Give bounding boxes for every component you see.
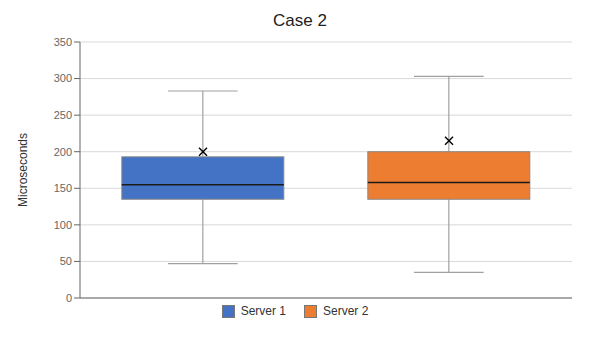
- svg-text:200: 200: [54, 146, 72, 158]
- svg-text:50: 50: [60, 255, 72, 267]
- svg-text:100: 100: [54, 219, 72, 231]
- html-text:Server 1: Server 1: [240, 304, 286, 318]
- html-text:Server 2: Server 2: [323, 304, 369, 318]
- svg-text:150: 150: [54, 182, 72, 194]
- svg-text:250: 250: [54, 109, 72, 121]
- html-text:Case 2: Case 2: [273, 11, 327, 30]
- svg-text:300: 300: [54, 72, 72, 84]
- svg-text:Microseconds: Microseconds: [16, 133, 30, 207]
- svg-text:0: 0: [66, 292, 72, 304]
- svg-text:350: 350: [54, 36, 72, 48]
